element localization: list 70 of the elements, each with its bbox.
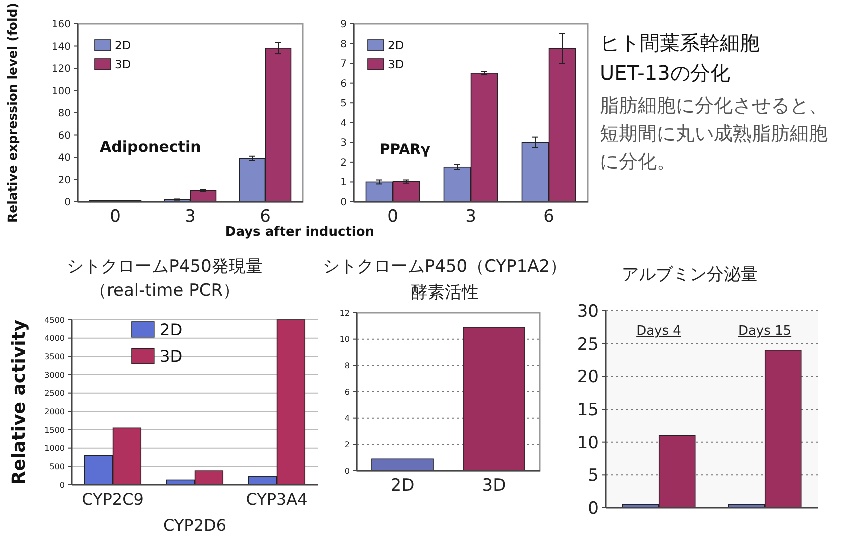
y-tick-label: 10 [340,335,350,344]
text: UET-13の分化 [600,61,730,85]
y-tick-label: 2000 [44,407,65,416]
y-tick-label: 9 [340,20,347,30]
y-tick-label: 80 [58,108,71,120]
y-tick-label: 6 [340,78,347,90]
x-tick-label: 3 [466,207,476,227]
legend-label: 3D [115,58,132,72]
x-tick-label: 6 [544,207,554,227]
annotation: Adiponectin [100,138,202,156]
x-tick-label: 0 [110,207,121,227]
chart-title: シトクロームP450（CYP1A2） [322,257,568,277]
x-tick-label: Days 4 [636,324,682,339]
y-tick-label: 140 [52,42,71,53]
y-tick-label: 3 [340,138,347,150]
y-tick-label: 0 [344,466,350,476]
x-axis-title: Days after induction [225,225,375,240]
x-tick-label: 0 [388,207,398,227]
y-tick-label: 3500 [44,352,65,362]
y-tick-label: 30 [577,302,599,322]
y-tick-label: 15 [577,400,599,420]
x-tick-label: CYP3A4 [246,490,308,509]
y-tick-label: 5 [340,98,347,110]
chart-subtitle: 酵素活性 [411,283,479,303]
y-tick-label: 2 [344,440,350,450]
y-tick-label: 40 [58,153,71,164]
y-tick-label: 3000 [44,370,65,380]
chart-subtitle: （real-time PCR） [90,281,240,301]
x-tick-label: CYP2C9 [82,490,144,509]
y-tick-label: 12 [340,308,350,318]
x-tick-label: Days 15 [738,324,792,339]
y-tick-label: 500 [50,462,65,472]
x-tick-label: CYP2D6 [164,516,226,535]
chart-title: アルブミン分泌量 [622,265,758,285]
y-tick-label: 1500 [44,426,65,435]
y-tick-label: 1000 [44,444,65,454]
x-tick-label: 3 [185,207,196,227]
y-tick-label: 5 [588,466,599,486]
y-tick-label: 25 [577,334,599,355]
y-tick-label: 7 [340,59,347,70]
annotation: PPARγ [380,142,431,158]
y-tick-label: 4 [340,118,347,130]
y-tick-label: 160 [52,20,71,30]
y-tick-label: 6 [344,388,350,397]
y-tick-label: 0 [340,198,347,208]
y-tick-label: 10 [577,433,599,454]
y-tick-label: 0 [64,198,71,208]
y-tick-label: 4500 [44,316,65,325]
legend-label: 2D [388,38,404,53]
y-tick-label: 60 [58,130,71,142]
y-tick-label: 120 [52,64,71,75]
y-tick-label: 4 [344,414,350,424]
y-tick-label: 4000 [44,334,65,344]
y-tick-label: 2500 [44,389,65,398]
legend-label: 3D [160,346,183,366]
x-tick-label: 6 [260,207,271,227]
y-axis-title: Relative expression level (fold) [5,3,20,223]
y-tick-label: 100 [52,86,71,98]
y-tick-label: 2 [340,158,347,169]
y-tick-label: 8 [344,361,350,370]
text: 脂肪細胞に分化させると、短期間に丸い成熟脂肪細胞に分化。 [600,95,828,173]
y-tick-label: 8 [340,39,347,50]
y-tick-label: 20 [577,368,599,388]
legend-label: 3D [388,58,404,72]
y-axis-title: Relative activity [9,320,30,486]
chart-title: シトクロームP450発現量 [67,257,263,277]
y-tick-label: 20 [58,175,71,186]
legend-label: 2D [115,38,132,53]
text: ヒト間葉系幹細胞 [600,31,760,55]
y-tick-label: 1 [340,178,347,189]
